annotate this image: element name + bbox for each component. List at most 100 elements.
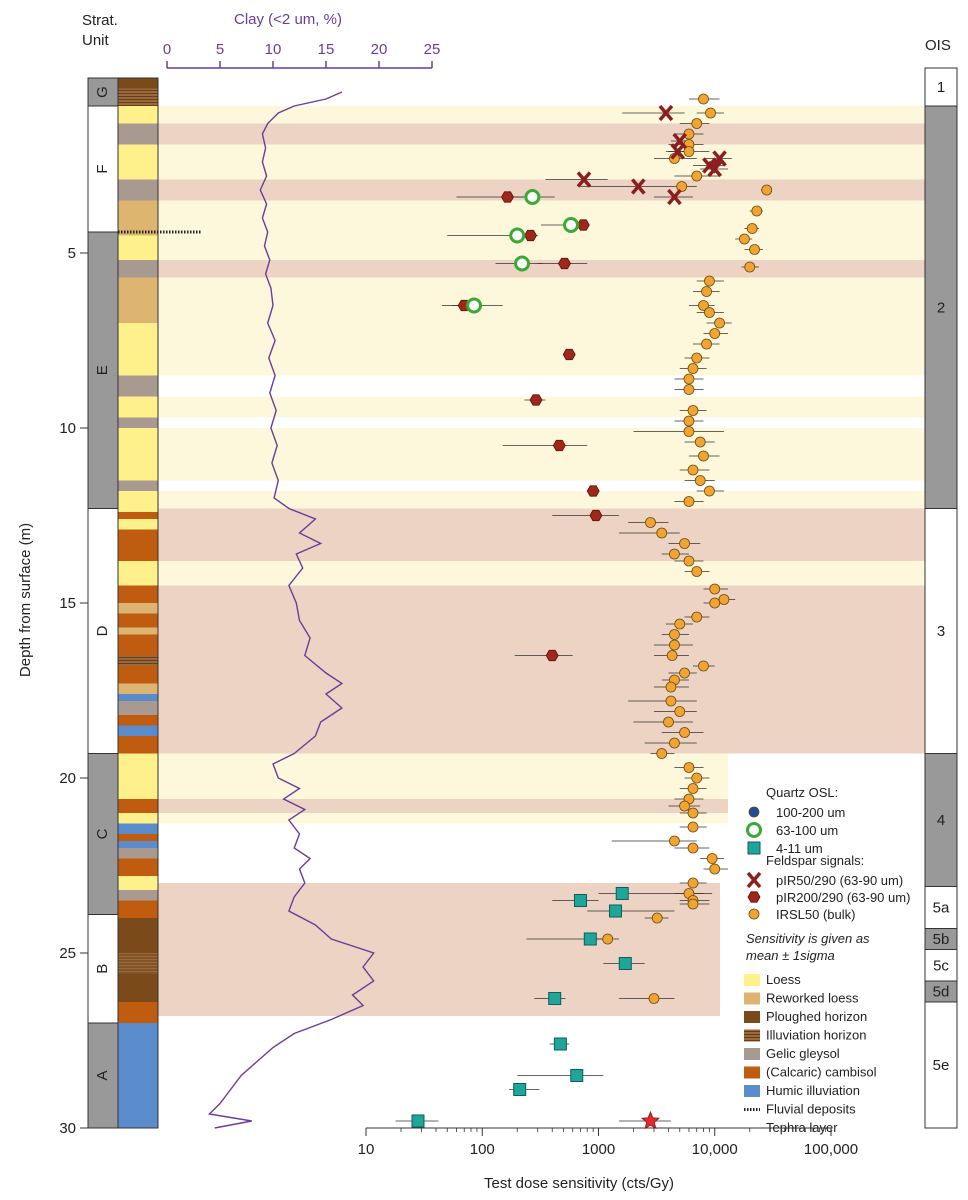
data-point	[701, 338, 712, 350]
background-band	[158, 144, 948, 180]
lithology-layer	[118, 78, 158, 89]
background-band	[158, 585, 948, 754]
x-axis-tick-label: 1000	[582, 1141, 615, 1158]
data-point	[749, 244, 760, 255]
background-band	[158, 753, 728, 799]
data-point	[687, 842, 699, 854]
data-point	[691, 352, 703, 364]
data-point	[687, 464, 699, 476]
lithology-layer	[118, 900, 158, 918]
lithology-layer	[118, 876, 158, 890]
lithology-layer	[118, 144, 158, 180]
data-point	[576, 219, 590, 231]
ois-stage-label: 3	[937, 623, 945, 640]
legend-marker	[748, 908, 760, 920]
data-point	[663, 716, 674, 728]
background-band	[158, 123, 948, 145]
ois-stage-label: 5c	[933, 957, 949, 974]
data-point	[562, 217, 579, 233]
clay-axis-tick-label: 5	[216, 41, 224, 58]
lithology-layer	[118, 1002, 158, 1023]
data-point	[656, 527, 668, 539]
lithology-layer	[118, 1023, 158, 1128]
data-point	[687, 405, 699, 416]
x-marker-stroke	[670, 143, 686, 160]
data-point	[683, 555, 695, 567]
x-axis-tick-label: 10,000	[692, 1141, 738, 1158]
x-marker-stroke	[672, 132, 688, 150]
lithology-layer	[118, 715, 158, 726]
strat-unit-label: A	[94, 1070, 111, 1080]
strat-unit-label: D	[94, 625, 111, 636]
data-point	[691, 566, 703, 577]
data-point	[669, 548, 680, 560]
lithology-layer	[118, 585, 158, 603]
legend-swatch	[744, 974, 760, 986]
legend-label: 63-100 um	[776, 823, 838, 838]
legend-swatch	[744, 1048, 760, 1060]
data-point	[683, 373, 695, 385]
data-point	[679, 800, 690, 812]
depth-axis-tick-label: 5	[68, 245, 76, 262]
lithology-layer	[118, 88, 158, 106]
data-point	[707, 160, 723, 178]
data-point	[691, 611, 703, 623]
ois-stage-label: 5b	[933, 931, 950, 948]
data-point	[669, 629, 680, 640]
background-bands	[158, 106, 948, 1016]
legend-label: 4-11 um	[776, 841, 823, 856]
lithology-layer	[118, 918, 158, 953]
data-point	[562, 348, 576, 361]
clay-axis-tick-label: 15	[318, 41, 335, 58]
legend-lithology-label: Gelic gleysol	[766, 1046, 840, 1061]
ois-stage-box	[924, 67, 958, 107]
axes: 0 5 10 15 20 25 5 10 15 20 25 30 10 100 1000 10,000 100,…	[59, 41, 858, 1158]
clay-axis-tick-label: 25	[424, 41, 441, 58]
data-point	[694, 475, 706, 486]
x-marker-stroke	[658, 104, 674, 122]
lithology-layer	[118, 480, 158, 491]
data-point	[704, 307, 715, 318]
lithology-frame	[117, 77, 159, 1129]
legend-marker	[747, 841, 761, 855]
lithology-column	[117, 77, 202, 1129]
lithology-layer	[118, 725, 158, 736]
lithology-layer	[118, 375, 158, 397]
data-point	[586, 485, 600, 497]
data-point	[583, 932, 597, 946]
lithology-layer	[118, 736, 158, 754]
lithology-layer	[118, 841, 158, 848]
depth-axis-tick-label: 20	[59, 770, 76, 787]
ois-column: 1 2 3 4 5a 5b 5c 5d 5e	[924, 67, 958, 1129]
legend-note: Sensitivity is given as	[746, 931, 870, 946]
data-point	[679, 727, 690, 738]
lithology-layer	[118, 974, 158, 1002]
legend-marker	[746, 871, 762, 889]
lithology-layer	[118, 627, 158, 635]
x-marker-stroke	[667, 188, 682, 206]
data-point	[687, 821, 699, 833]
strat-unit-column: G F E D C B A	[87, 77, 119, 1129]
legend-lithology-label: Humic illuviation	[766, 1083, 860, 1098]
strat-header-line2: Unit	[82, 32, 110, 49]
data-point	[645, 517, 656, 528]
data-point	[687, 783, 699, 794]
data-point	[552, 439, 566, 452]
data-point	[553, 1037, 567, 1051]
legend-lithology-label: Ploughed horizon	[766, 1009, 867, 1024]
data-point	[669, 639, 680, 651]
lithology-layer	[118, 753, 158, 799]
data-point	[524, 189, 541, 205]
data-point	[683, 415, 695, 427]
legend-lithology-label: Loess	[766, 972, 801, 987]
legend-marker	[746, 822, 762, 838]
lithology-layer	[118, 701, 158, 715]
data-point	[524, 229, 537, 242]
data-point	[712, 150, 727, 167]
x-marker-stroke	[707, 160, 723, 178]
clay-curve-line	[207, 91, 375, 1129]
lithology-layer	[118, 519, 158, 530]
background-band	[158, 260, 948, 278]
